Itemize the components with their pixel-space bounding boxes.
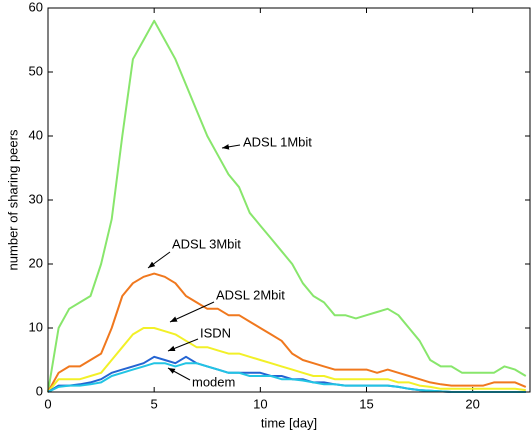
x-tick-label: 15 xyxy=(359,396,373,411)
y-tick-label: 50 xyxy=(29,63,43,78)
annotation-arrow xyxy=(167,367,191,381)
series-line xyxy=(47,272,527,393)
series-line xyxy=(47,327,526,393)
series-line xyxy=(47,19,527,393)
y-axis-label: number of sharing peers xyxy=(5,129,20,270)
y-tick-label: 0 xyxy=(36,383,43,398)
annotation: ADSL 2Mbit xyxy=(216,287,285,302)
y-tick-label: 40 xyxy=(29,127,43,142)
x-tick-label: 10 xyxy=(253,396,267,411)
annotation: ADSL 3Mbit xyxy=(172,236,241,251)
annotation-arrow xyxy=(169,301,215,323)
annotation: modem xyxy=(192,374,235,389)
plot-frame xyxy=(47,7,531,393)
annotation-arrow xyxy=(147,251,171,269)
x-tick-label: 0 xyxy=(44,396,51,411)
y-tick-label: 20 xyxy=(29,255,43,270)
y-tick-label: 60 xyxy=(29,0,43,14)
x-tick-label: 5 xyxy=(151,396,158,411)
y-tick-label: 10 xyxy=(29,319,43,334)
annotation: ADSL 1Mbit xyxy=(243,134,312,149)
annotation-arrow xyxy=(221,144,241,150)
x-axis-label: time [day] xyxy=(261,415,317,430)
y-tick-label: 30 xyxy=(29,191,43,206)
annotation-arrow xyxy=(167,338,199,352)
x-tick-label: 20 xyxy=(465,396,479,411)
annotation: ISDN xyxy=(200,325,231,340)
